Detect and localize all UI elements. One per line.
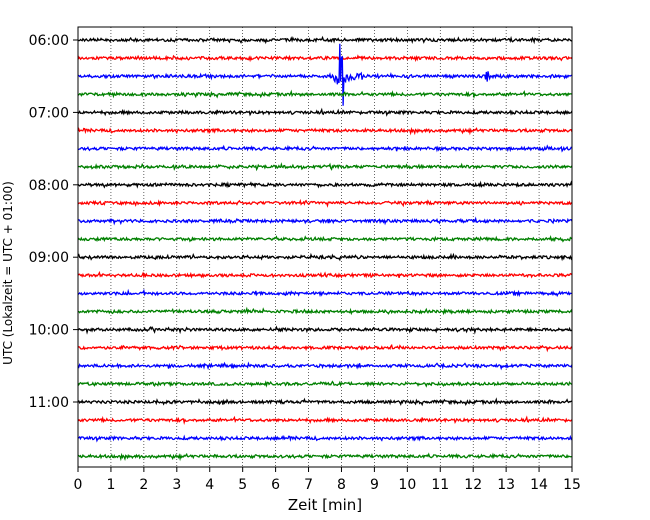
x-tick-label: 14 [530, 477, 548, 493]
x-tick-label: 0 [74, 477, 83, 493]
y-tick-label: 10:00 [29, 323, 69, 339]
x-tick-label: 7 [304, 477, 313, 493]
y-axis-label: UTC (Lokalzeit = UTC + 01:00) [1, 181, 15, 365]
x-tick-label: 9 [370, 477, 379, 493]
seismogram-trace [77, 198, 573, 208]
y-tick-label: 09:00 [29, 250, 69, 266]
y-tick-label: 08:00 [29, 178, 69, 194]
x-tick-label: 2 [139, 477, 148, 493]
x-tick-label: 6 [271, 477, 280, 493]
seismogram-trace [77, 452, 573, 462]
seismogram-trace [77, 288, 573, 298]
x-axis: 0 1 2 3 4 5 6 7 8 9 10 11 12 13 14 15 [74, 467, 581, 493]
seismogram-trace [77, 325, 573, 335]
x-tick-label: 8 [337, 477, 346, 493]
seismogram-trace [77, 144, 573, 153]
y-tick-label: 07:00 [29, 105, 69, 121]
x-tick-label: 13 [497, 477, 515, 493]
seismogram-trace [77, 89, 573, 100]
x-tick-label: 5 [238, 477, 247, 493]
trace-layer [77, 35, 573, 462]
y-tick-label: 06:00 [29, 33, 69, 49]
seismogram-trace [77, 216, 573, 226]
seismogram-trace [77, 306, 573, 316]
seismogram-trace [77, 35, 573, 45]
plot-frame [77, 26, 573, 468]
seismogram-trace [77, 126, 573, 136]
x-tick-label: 11 [431, 477, 449, 493]
x-axis-label: Zeit [min] [288, 496, 362, 514]
seismogram-trace [77, 252, 573, 262]
x-tick-label: 15 [563, 477, 581, 493]
y-tick-label: 11:00 [29, 395, 69, 411]
seismogram-trace [77, 162, 573, 172]
grid-lines [110, 27, 540, 467]
x-tick-label: 1 [106, 477, 115, 493]
seismogram-trace [77, 270, 573, 279]
seismogram-trace [77, 107, 573, 117]
seismogram-trace [77, 180, 573, 189]
seismogram-trace [77, 54, 573, 63]
seismogram-trace [77, 415, 573, 425]
seismogram-trace [77, 434, 573, 443]
seismogram-trace [77, 361, 573, 371]
y-axis: 06:00 07:00 08:00 09:00 10:00 11:00 [29, 33, 78, 411]
seismogram-trace [77, 380, 573, 388]
seismogram-trace [77, 43, 573, 106]
x-tick-label: 10 [398, 477, 416, 493]
x-tick-label: 3 [172, 477, 181, 493]
x-tick-label: 12 [464, 477, 482, 493]
seismogram-trace [77, 343, 573, 353]
x-tick-label: 4 [205, 477, 214, 493]
seismogram-trace [77, 397, 573, 407]
seismogram-trace [77, 235, 573, 243]
